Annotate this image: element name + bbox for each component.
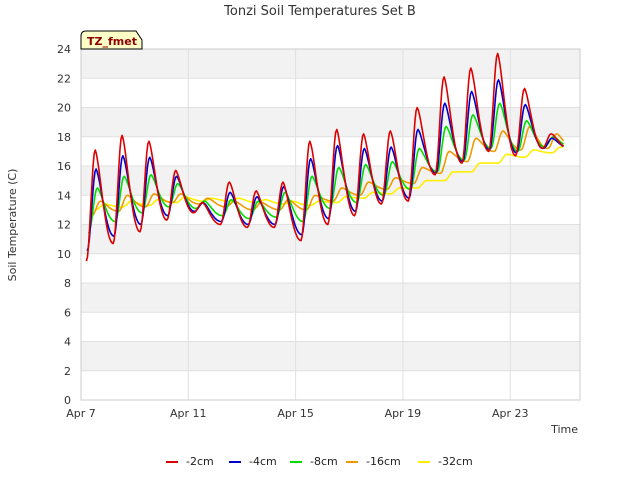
y-tick-label: 24 — [57, 43, 71, 56]
chart-title: Tonzi Soil Temperatures Set B — [223, 4, 416, 19]
plot-frame — [80, 48, 581, 401]
series-lines — [85, 52, 565, 262]
background-band — [81, 166, 580, 196]
y-tick-label: 18 — [57, 131, 71, 144]
background-band — [81, 224, 580, 254]
background-band — [81, 49, 580, 79]
x-tick-label: Apr 15 — [277, 407, 314, 420]
y-tick-label: 4 — [64, 336, 71, 349]
x-tick-label: Apr 11 — [170, 407, 207, 420]
x-tick-label: Apr 7 — [66, 407, 96, 420]
plot-background-bands — [81, 49, 580, 371]
background-band — [81, 341, 580, 371]
y-tick-label: 6 — [64, 306, 71, 319]
badge-shape — [80, 30, 143, 50]
y-tick-label: 14 — [57, 189, 71, 202]
site-badge: TZ_fmet — [80, 30, 143, 50]
y-tick-label: 22 — [57, 72, 71, 85]
series-line-neg2cm — [85, 52, 565, 262]
y-tick-label: 16 — [57, 160, 71, 173]
y-tick-label: 10 — [57, 248, 71, 261]
y-tick-label: 8 — [64, 277, 71, 290]
y-tick-label: 12 — [57, 219, 71, 232]
legend-label: -4cm — [249, 455, 277, 468]
badge-label: TZ_fmet — [87, 35, 137, 48]
legend-label: -16cm — [366, 455, 401, 468]
y-axis-label: Soil Temperature (C) — [6, 169, 19, 282]
x-tick-label: Apr 23 — [492, 407, 529, 420]
x-axis-label: Time — [550, 423, 578, 436]
x-tick-label: Apr 19 — [385, 407, 422, 420]
y-tick-label: 0 — [64, 394, 71, 407]
legend: -2cm -4cm -8cm -16cm -32cm — [166, 455, 473, 468]
y-tick-label: 20 — [57, 102, 71, 115]
background-band — [81, 283, 580, 313]
legend-label: -8cm — [310, 455, 338, 468]
legend-label: -32cm — [438, 455, 473, 468]
legend-label: -2cm — [186, 455, 214, 468]
y-tick-label: 2 — [64, 365, 71, 378]
x-axis-ticks: Apr 7 Apr 11 Apr 15 Apr 19 Apr 23 — [66, 407, 528, 420]
